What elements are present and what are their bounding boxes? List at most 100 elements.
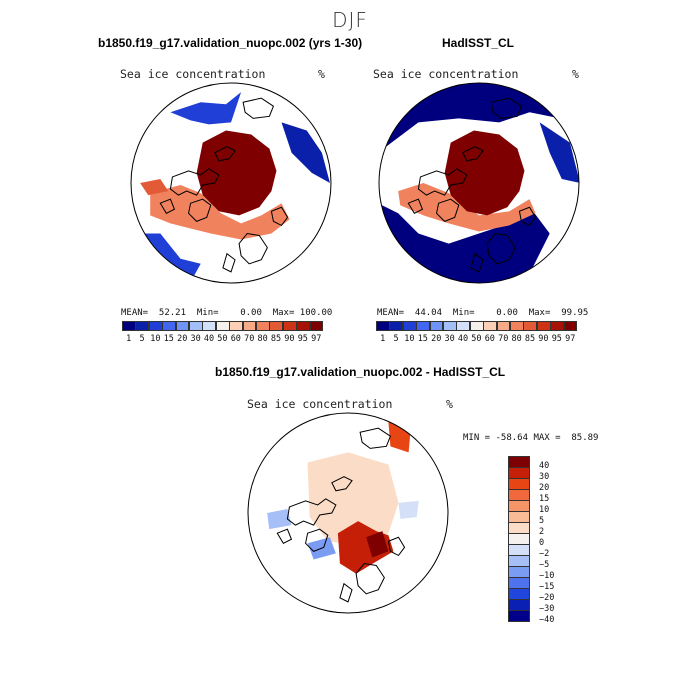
model-variable-label: Sea ice concentration [120,67,266,81]
obs-colorbar: 1 5 10 15 20 30 40 50 60 70 80 85 90 95 97 [376,321,578,344]
obs-colorbar-tick-label: 30 [444,334,455,344]
model-colorbar-tick-label: 50 [217,334,228,344]
model-coastline [214,146,236,162]
diff-anomaly-region [307,452,399,546]
diff-anomaly-region [388,422,411,453]
obs-colorbar-swatch [402,321,417,331]
obs-panel-title: HadISST_CL [442,36,515,50]
obs-map-boundary [378,82,580,284]
diff-colorbar-tick-label: −40 [539,615,555,625]
diff-variable-label: Sea ice concentration [247,397,393,411]
model-colorbar-swatch [269,321,284,331]
model-ice-region [170,92,242,125]
diff-panel-title: b1850.f19_g17.validation_nuopc.002 - Had… [215,365,506,379]
diff-map-boundary [247,412,449,614]
obs-colorbar-tick-label: 20 [431,334,442,344]
obs-colorbar-tick-label: 15 [417,334,428,344]
diff-colorbar: 40 30 20 15 10 5 2 0 −2 −5 −10 −15 −20 −30 −40 [508,456,568,625]
obs-colorbar-tick-label: 60 [484,334,495,344]
obs-variable-label: Sea ice concentration [373,67,519,81]
diff-colorbar-swatch [508,555,530,567]
model-coastline [222,252,236,273]
diff-colorbar-tick-label: 15 [539,494,550,504]
diff-anomaly-region [398,500,419,520]
diff-colorbar-tick-label: −10 [539,571,555,581]
season-title: DJF [332,8,368,32]
model-colorbar-tick-label: 1 [126,334,132,344]
diff-colorbar-tick-label: 0 [539,538,545,548]
obs-colorbar-swatch [443,321,457,331]
obs-colorbar-swatch [523,321,538,331]
model-colorbar-tick-label: 5 [139,334,145,344]
model-colorbar-tick-label: 10 [150,334,161,344]
obs-colorbar-swatch [469,321,484,331]
diff-coastline [305,528,329,552]
diff-anomaly-region [267,508,292,530]
diff-colorbar-swatch [508,599,530,611]
obs-ice-region [379,83,579,153]
model-colorbar-swatch [189,321,203,331]
diff-colorbar-tick-label: −2 [539,549,550,559]
model-colorbar-swatch [122,321,136,331]
model-colorbar-swatch [282,321,297,331]
model-colorbar-tick-label: 85 [270,334,282,344]
model-coastline [238,232,268,265]
diff-colorbar-swatch [508,478,530,490]
diff-coastline [331,476,353,492]
model-colorbar-tick-label: 90 [284,334,295,344]
obs-coastline [407,198,424,214]
model-ice-region [140,178,169,196]
diff-colorbar-tick-label: −20 [539,593,555,603]
diff-colorbar-tick-label: 2 [539,527,545,537]
diff-coastline [359,427,392,449]
model-colorbar-tick-label: 70 [244,334,255,344]
model-colorbar-swatch [148,321,163,331]
obs-colorbar-tick-label: 97 [565,334,576,344]
model-map-boundary [130,82,332,284]
model-colorbar-swatch [256,321,270,331]
model-colorbar-tick-label: 15 [163,334,174,344]
diff-coastline [276,528,293,544]
model-colorbar-swatch [229,321,244,331]
model-colorbar-swatch [135,321,150,331]
obs-colorbar-swatch [429,321,444,331]
diff-coastline [387,536,406,557]
diff-colorbar-tick-label: −30 [539,604,555,614]
obs-colorbar-tick-label: 5 [393,334,399,344]
obs-colorbar-swatch [456,321,471,331]
diff-colorbar-swatch [508,533,530,545]
model-colorbar-swatch [309,321,324,331]
model-ice-region [150,185,290,240]
diff-colorbar-tick-label: 20 [539,483,550,493]
obs-colorbar-tick-label: 80 [511,334,522,344]
model-colorbar-swatch [296,321,311,331]
obs-coastline [490,97,523,119]
obs-colorbar-tick-label: 50 [471,334,482,344]
obs-coastline [417,168,468,196]
model-colorbar-tick-label: 40 [203,334,215,344]
diff-coastline [339,582,353,603]
model-colorbar-tick-label: 60 [230,334,241,344]
diff-colorbar-swatch [508,566,530,578]
obs-coastline [436,198,460,222]
obs-coastline [518,206,537,227]
diff-colorbar-swatch [508,577,530,589]
model-field-layer [132,92,330,282]
diff-colorbar-tick-label: 10 [539,505,550,515]
model-polar-map [130,82,332,284]
diff-colorbar-tick-label: 30 [539,472,550,482]
model-coastline [242,97,275,119]
diff-colorbar-swatch [508,588,530,600]
diff-unit-label: % [446,397,453,411]
diff-colorbar-swatch [508,456,530,468]
diff-field-layer [267,422,419,603]
diff-polar-map [247,412,449,614]
diff-anomaly-region [366,531,389,558]
diff-coastline [355,562,385,595]
obs-colorbar-tick-label: 95 [551,334,562,344]
model-coastline [270,206,289,227]
diff-colorbar-tick-label: −15 [539,582,555,592]
obs-colorbar-swatch [563,321,578,331]
model-coastline [169,168,220,196]
obs-stats: MEAN= 44.04 Min= 0.00 Max= 99.95 [377,308,589,318]
